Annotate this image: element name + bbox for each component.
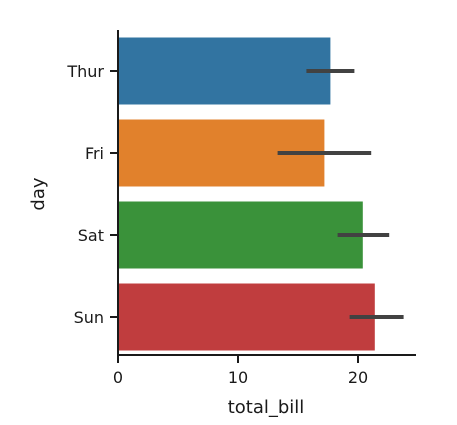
x-tick-label-10: 10 — [228, 368, 248, 387]
y-tick-label-fri: Fri — [85, 144, 104, 163]
x-axis-label: total_bill — [228, 397, 305, 418]
bars-layer — [118, 37, 375, 351]
y-tick-label-sun: Sun — [74, 308, 104, 327]
bar-thur — [118, 37, 331, 105]
errorbars-layer — [277, 69, 404, 319]
bar-sun — [118, 283, 375, 351]
ticks-layer: Thur Fri Sat Sun 0 10 20 — [66, 62, 368, 387]
x-tick-label-0: 0 — [113, 368, 123, 387]
y-tick-label-sat: Sat — [78, 226, 104, 245]
y-axis-label: day — [28, 177, 49, 210]
bar-sat — [118, 201, 363, 269]
y-tick-label-thur: Thur — [66, 62, 104, 81]
x-tick-label-20: 20 — [348, 368, 368, 387]
axes-layer — [117, 30, 416, 356]
